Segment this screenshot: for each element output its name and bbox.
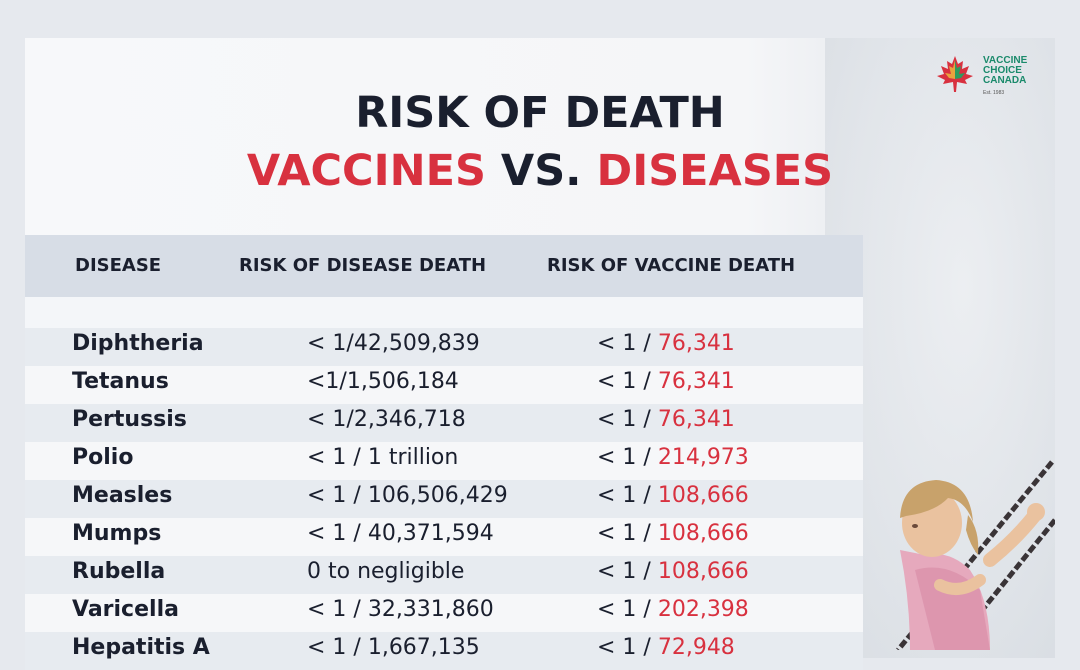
disease-name: Pertussis (72, 407, 187, 432)
disease-risk: < 1 / 32,331,860 (307, 597, 494, 622)
disease-risk: < 1 / 1,667,135 (307, 635, 480, 660)
logo-subtext: Est. 1983 (983, 90, 1005, 96)
table-spacer (25, 297, 863, 328)
disease-risk: < 1/42,509,839 (307, 331, 480, 356)
logo-text: VACCINE CHOICE CANADA (983, 55, 1028, 86)
header-disease-death: RISK OF DISEASE DEATH (239, 255, 487, 276)
vaccine-risk: < 1 / 108,666 (597, 483, 749, 508)
table-row: Varicella < 1 / 32,331,860 < 1 / 202,398 (25, 594, 863, 632)
maple-leaf-icon (937, 56, 973, 92)
disease-name: Diphtheria (72, 331, 204, 356)
infographic-card: VACCINE CHOICE CANADA Est. 1983 RISK OF … (25, 38, 1055, 670)
table-body: Diphtheria < 1/42,509,839 < 1 / 76,341 T… (25, 328, 863, 670)
vaccine-choice-canada-logo: VACCINE CHOICE CANADA Est. 1983 (933, 54, 1053, 99)
table-row: Diphtheria < 1/42,509,839 < 1 / 76,341 (25, 328, 863, 366)
title-line-2: VACCINES VS. DISEASES (25, 146, 1055, 196)
header-vaccine-death: RISK OF VACCINE DEATH (547, 255, 796, 276)
disease-name: Mumps (72, 521, 162, 546)
disease-risk: < 1 / 40,371,594 (307, 521, 494, 546)
disease-risk: < 1/2,346,718 (307, 407, 466, 432)
disease-name: Tetanus (72, 369, 169, 394)
table-row: Tetanus <1/1,506,184 < 1 / 76,341 (25, 366, 863, 404)
vaccine-risk: < 1 / 76,341 (597, 407, 735, 432)
table-row: Measles < 1 / 106,506,429 < 1 / 108,666 (25, 480, 863, 518)
table-row: Rubella 0 to negligible < 1 / 108,666 (25, 556, 863, 594)
disease-risk: < 1 / 106,506,429 (307, 483, 508, 508)
vaccine-risk: < 1 / 108,666 (597, 559, 749, 584)
vaccine-risk: < 1 / 76,341 (597, 331, 735, 356)
title-vs: VS. (500, 146, 582, 196)
vaccine-risk: < 1 / 108,666 (597, 521, 749, 546)
vaccine-risk: < 1 / 72,948 (597, 635, 735, 660)
disease-risk: 0 to negligible (307, 559, 465, 584)
table-row: Polio < 1 / 1 trillion < 1 / 214,973 (25, 442, 863, 480)
title-diseases: DISEASES (596, 146, 834, 196)
table-header: DISEASE RISK OF DISEASE DEATH RISK OF VA… (25, 235, 863, 297)
header-disease: DISEASE (75, 255, 162, 276)
disease-risk: <1/1,506,184 (307, 369, 459, 394)
disease-name: Measles (72, 483, 173, 508)
vaccine-risk: < 1 / 202,398 (597, 597, 749, 622)
table-row: Mumps < 1 / 40,371,594 < 1 / 108,666 (25, 518, 863, 556)
title-line-1: RISK OF DEATH (355, 88, 725, 138)
table-row: Hepatitis A < 1 / 1,667,135 < 1 / 72,948 (25, 632, 863, 670)
table-row: Pertussis < 1/2,346,718 < 1 / 76,341 (25, 404, 863, 442)
girl-on-swing-photo (896, 460, 1055, 650)
vaccine-risk: < 1 / 214,973 (597, 445, 749, 470)
disease-name: Rubella (72, 559, 166, 584)
disease-name: Polio (72, 445, 134, 470)
vaccine-risk: < 1 / 76,341 (597, 369, 735, 394)
title-vaccines: VACCINES (246, 146, 486, 196)
disease-name: Varicella (72, 597, 179, 622)
disease-name: Hepatitis A (72, 635, 210, 660)
disease-risk: < 1 / 1 trillion (307, 445, 459, 470)
